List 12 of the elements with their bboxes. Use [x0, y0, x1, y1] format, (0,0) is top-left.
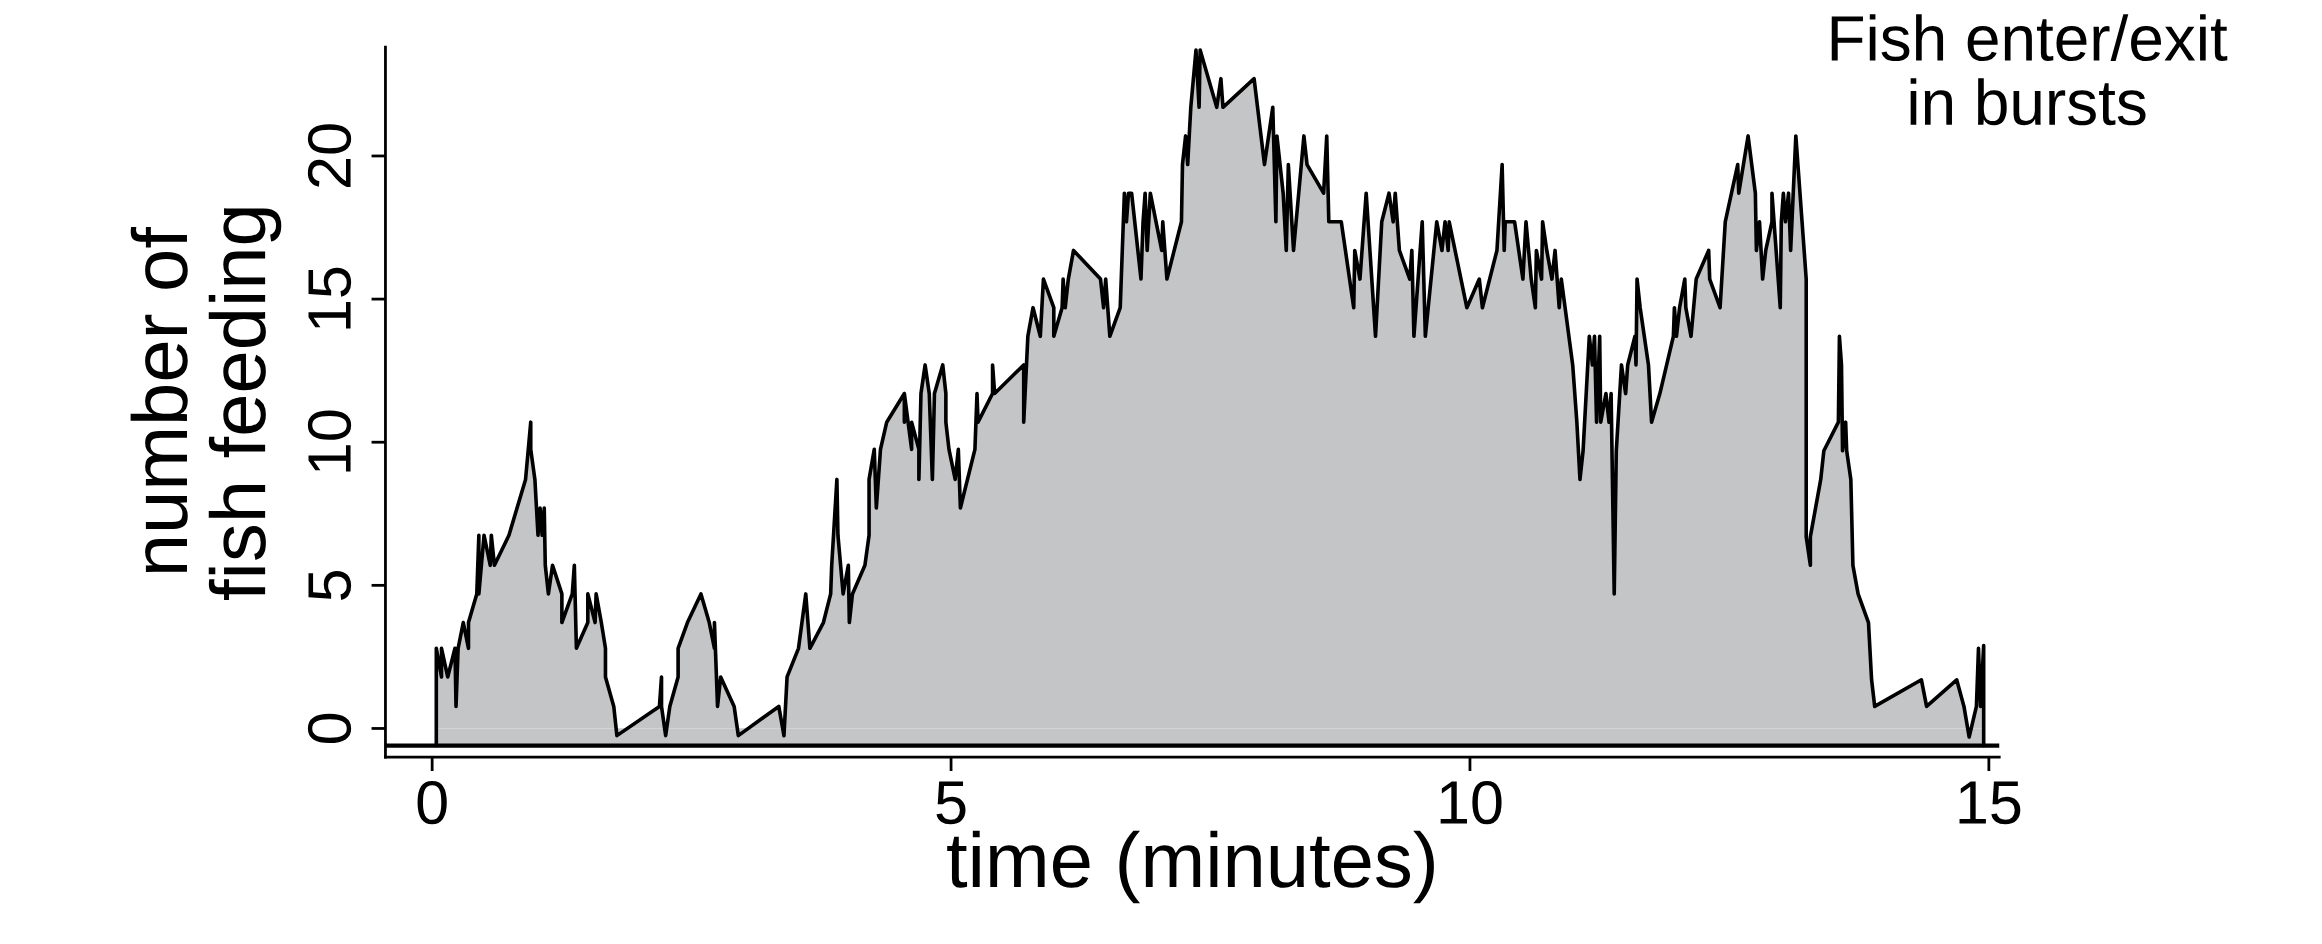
x-axis-title: time (minutes) [947, 830, 1434, 904]
x-tick-label: 0 [417, 780, 447, 825]
y-tick-label: 10 [307, 410, 352, 472]
y-tick-label: 0 [307, 713, 352, 744]
y-tick-label: 5 [308, 570, 352, 600]
y-axis-title: number of fish feeding [130, 208, 282, 600]
x-tick-label: 5 [936, 781, 966, 825]
annotation: Fish enter/exit in bursts [1831, 14, 2228, 126]
y-tick-label: 15 [308, 267, 352, 329]
x-tick-label: 10 [1440, 780, 1502, 825]
y-tick-label: 20 [307, 124, 352, 187]
x-tick-label: 15 [1959, 781, 2021, 825]
